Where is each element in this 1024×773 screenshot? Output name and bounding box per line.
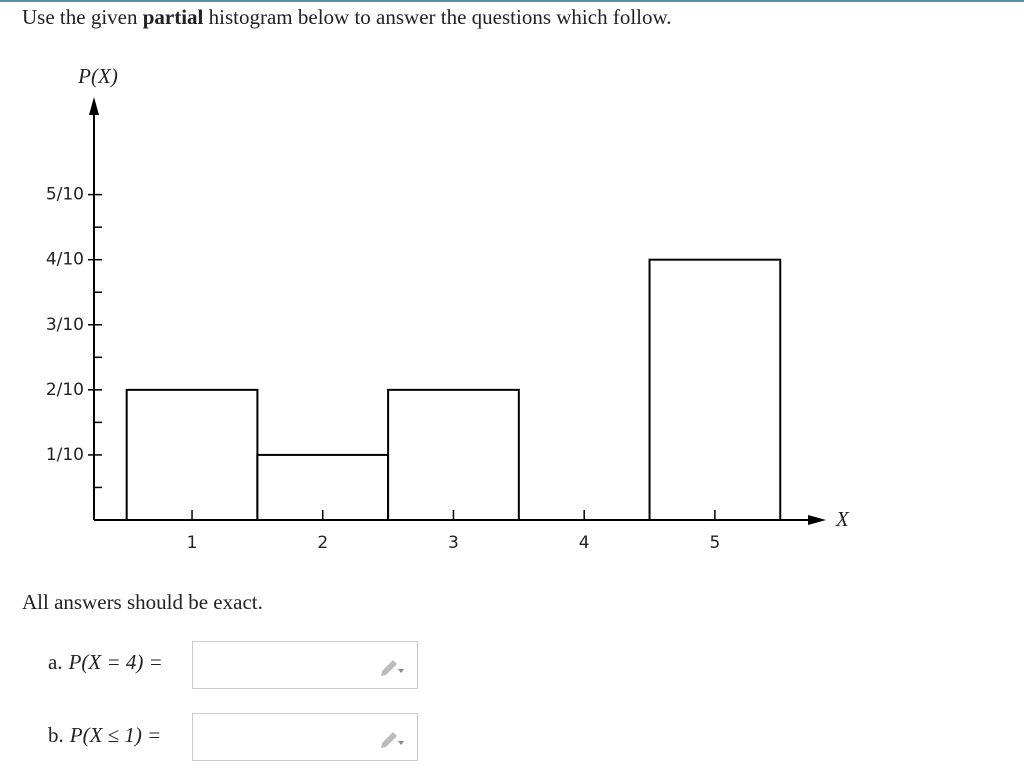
x-axis-title: X bbox=[835, 507, 850, 531]
y-tick-label: 4/10 bbox=[46, 250, 84, 270]
top-border bbox=[0, 0, 1024, 2]
question-letter: a. bbox=[48, 650, 63, 674]
x-tick-label: 2 bbox=[317, 533, 328, 553]
bar bbox=[387, 388, 520, 521]
x-tick-label: 1 bbox=[187, 533, 198, 553]
bar bbox=[125, 388, 259, 521]
x-tick-label: 4 bbox=[579, 533, 590, 553]
intro-bold: partial bbox=[142, 5, 204, 29]
pencil-icon[interactable] bbox=[379, 656, 405, 676]
x-tick-label: 3 bbox=[448, 533, 459, 553]
intro-prefix: Use the given bbox=[22, 5, 138, 29]
question: a. P(X = 4) = bbox=[48, 650, 163, 675]
question: b. P(X ≤ 1) = bbox=[48, 723, 161, 748]
y-tick-label: 1/10 bbox=[46, 445, 84, 465]
chart: P(X) X 1/10 2/10 3/10 4/10 5/10 1 2 3 4 5 bbox=[46, 64, 850, 553]
y-axis-title: P(X) bbox=[77, 64, 118, 88]
question-letter: b. bbox=[48, 723, 64, 747]
note: All answers should be exact. bbox=[22, 590, 263, 614]
y-tick-label: 2/10 bbox=[46, 380, 84, 400]
y-tick-label: 5/10 bbox=[46, 185, 84, 205]
x-axis-arrow bbox=[808, 515, 826, 525]
y-tick-label: 3/10 bbox=[46, 315, 84, 335]
question-expr: P(X ≤ 1) = bbox=[69, 723, 162, 747]
question-expr: P(X = 4) = bbox=[68, 650, 163, 674]
pencil-icon[interactable] bbox=[379, 728, 405, 748]
answer-input[interactable] bbox=[192, 713, 418, 761]
intro-text: Use the given partial histogram below to… bbox=[22, 5, 672, 30]
intro-suffix: histogram below to answer the questions … bbox=[208, 5, 672, 29]
bar bbox=[648, 258, 782, 521]
answer-input[interactable] bbox=[192, 641, 418, 689]
x-tick-label: 5 bbox=[709, 533, 720, 553]
y-axis-arrow bbox=[89, 97, 99, 115]
